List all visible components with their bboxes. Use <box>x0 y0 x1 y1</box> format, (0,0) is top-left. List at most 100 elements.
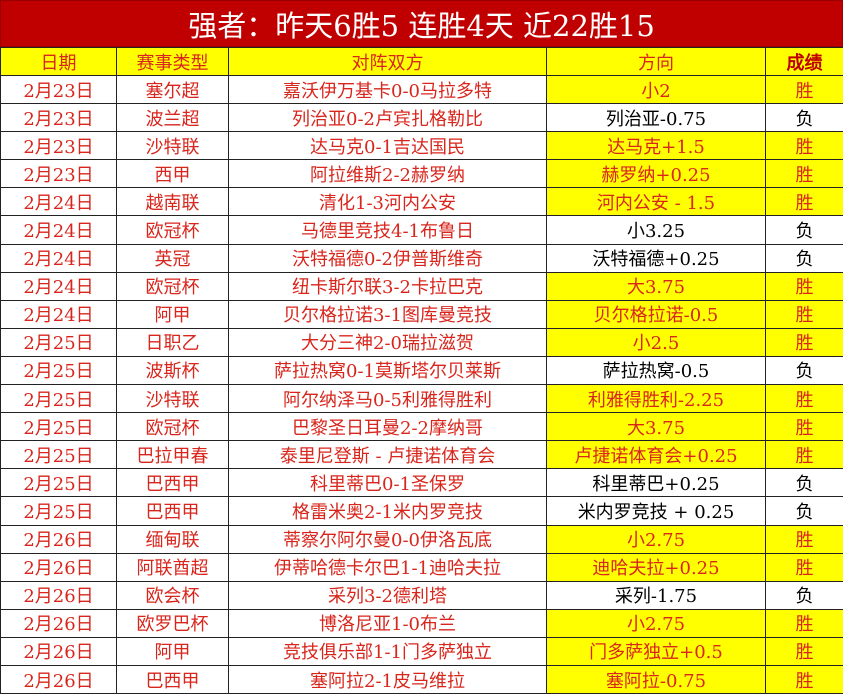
cell-direction: 卢捷诺体育会+0.25 <box>547 441 766 469</box>
cell-date: 2月24日 <box>1 244 117 272</box>
header-match: 对阵双方 <box>229 48 547 76</box>
cell-direction: 河内公安 - 1.5 <box>547 188 766 216</box>
cell-match: 巴黎圣日耳曼2-2摩纳哥 <box>229 413 547 441</box>
cell-match: 纽卡斯尔联3-2卡拉巴克 <box>229 272 547 300</box>
cell-result: 胜 <box>766 132 843 160</box>
cell-match: 贝尔格拉诺3-1图库曼竞技 <box>229 300 547 328</box>
cell-result: 负 <box>766 216 843 244</box>
cell-result: 胜 <box>766 609 843 637</box>
cell-match: 塞阿拉2-1皮马维拉 <box>229 665 547 693</box>
cell-date: 2月23日 <box>1 132 117 160</box>
cell-type: 巴拉甲春 <box>117 441 229 469</box>
cell-date: 2月25日 <box>1 385 117 413</box>
cell-result: 胜 <box>766 385 843 413</box>
cell-date: 2月24日 <box>1 272 117 300</box>
header-row: 日期 赛事类型 对阵双方 方向 成绩 <box>1 48 843 76</box>
cell-direction: 沃特福德+0.25 <box>547 244 766 272</box>
cell-match: 采列3-2德利塔 <box>229 581 547 609</box>
cell-direction: 萨拉热窝-0.5 <box>547 356 766 384</box>
cell-direction: 迪哈夫拉+0.25 <box>547 553 766 581</box>
cell-direction: 小2.75 <box>547 609 766 637</box>
cell-result: 负 <box>766 469 843 497</box>
cell-type: 沙特联 <box>117 385 229 413</box>
cell-match: 格雷米奥2-1米内罗竞技 <box>229 497 547 525</box>
cell-direction: 小2.75 <box>547 525 766 553</box>
cell-date: 2月25日 <box>1 328 117 356</box>
cell-result: 负 <box>766 244 843 272</box>
cell-date: 2月26日 <box>1 609 117 637</box>
cell-direction: 门多萨独立+0.5 <box>547 637 766 665</box>
cell-direction: 塞阿拉-0.75 <box>547 665 766 693</box>
cell-result: 胜 <box>766 160 843 188</box>
cell-type: 波兰超 <box>117 104 229 132</box>
cell-direction: 大3.75 <box>547 413 766 441</box>
cell-match: 沃特福德0-2伊普斯维奇 <box>229 244 547 272</box>
cell-match: 嘉沃伊万基卡0-0马拉多特 <box>229 76 547 104</box>
cell-result: 负 <box>766 104 843 132</box>
cell-result: 胜 <box>766 665 843 693</box>
cell-date: 2月25日 <box>1 441 117 469</box>
cell-date: 2月24日 <box>1 216 117 244</box>
cell-date: 2月26日 <box>1 553 117 581</box>
cell-match: 博洛尼亚1-0布兰 <box>229 609 547 637</box>
cell-direction: 小2 <box>547 76 766 104</box>
cell-match: 马德里竞技4-1布鲁日 <box>229 216 547 244</box>
cell-direction: 科里蒂巴+0.25 <box>547 469 766 497</box>
cell-date: 2月25日 <box>1 497 117 525</box>
cell-match: 萨拉热窝0-1莫斯塔尔贝莱斯 <box>229 356 547 384</box>
cell-match: 列治亚0-2卢宾扎格勒比 <box>229 104 547 132</box>
cell-date: 2月24日 <box>1 300 117 328</box>
cell-type: 欧罗巴杯 <box>117 609 229 637</box>
cell-type: 波斯杯 <box>117 356 229 384</box>
cell-direction: 采列-1.75 <box>547 581 766 609</box>
cell-result: 胜 <box>766 637 843 665</box>
cell-date: 2月26日 <box>1 665 117 693</box>
cell-type: 欧会杯 <box>117 581 229 609</box>
cell-direction: 达马克+1.5 <box>547 132 766 160</box>
cell-direction: 列治亚-0.75 <box>547 104 766 132</box>
header-type: 赛事类型 <box>117 48 229 76</box>
cell-result: 胜 <box>766 525 843 553</box>
cell-match: 科里蒂巴0-1圣保罗 <box>229 469 547 497</box>
cell-direction: 小2.5 <box>547 328 766 356</box>
cell-result: 负 <box>766 581 843 609</box>
cell-type: 阿甲 <box>117 300 229 328</box>
cell-result: 胜 <box>766 188 843 216</box>
cell-match: 达马克0-1吉达国民 <box>229 132 547 160</box>
cell-type: 日职乙 <box>117 328 229 356</box>
results-table: 日期 赛事类型 对阵双方 方向 成绩 2月23日塞尔超嘉沃伊万基卡0-0马拉多特… <box>0 47 843 694</box>
cell-type: 巴西甲 <box>117 469 229 497</box>
cell-match: 伊蒂哈德卡尔巴1-1迪哈夫拉 <box>229 553 547 581</box>
cell-date: 2月26日 <box>1 525 117 553</box>
cell-direction: 大3.75 <box>547 272 766 300</box>
cell-match: 蒂察尔阿尔曼0-0伊洛瓦底 <box>229 525 547 553</box>
cell-result: 负 <box>766 497 843 525</box>
cell-date: 2月24日 <box>1 188 117 216</box>
cell-type: 巴西甲 <box>117 497 229 525</box>
cell-date: 2月23日 <box>1 160 117 188</box>
cell-match: 泰里尼登斯 - 卢捷诺体育会 <box>229 441 547 469</box>
cell-date: 2月25日 <box>1 413 117 441</box>
cell-result: 胜 <box>766 300 843 328</box>
cell-direction: 贝尔格拉诺-0.5 <box>547 300 766 328</box>
cell-result: 负 <box>766 356 843 384</box>
cell-date: 2月25日 <box>1 356 117 384</box>
